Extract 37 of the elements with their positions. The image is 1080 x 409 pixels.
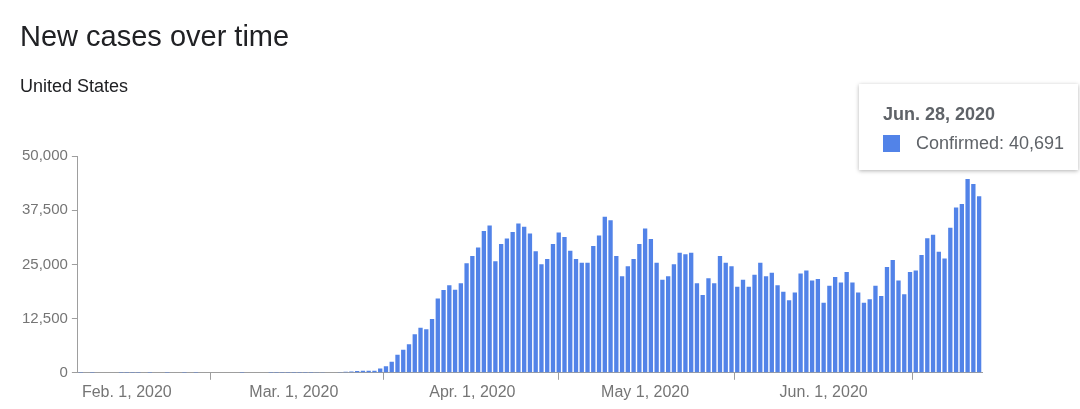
x-tick-label: Jun. 1, 2020 xyxy=(779,382,868,400)
text: 40,691 xyxy=(1008,133,1064,153)
bar xyxy=(504,238,510,373)
bar xyxy=(786,300,792,373)
bar xyxy=(596,235,602,373)
chart-title: New cases over time xyxy=(20,20,290,53)
bar xyxy=(619,276,625,373)
y-tick-label: 0 xyxy=(59,362,68,380)
bar xyxy=(527,233,533,373)
bar xyxy=(429,318,435,373)
bar xyxy=(383,366,389,373)
bar xyxy=(930,234,936,373)
y-tick-label: 50,000 xyxy=(21,146,68,164)
bar xyxy=(573,258,579,373)
y-tick-label: 37,500 xyxy=(21,200,68,218)
chart-subtitle: United States xyxy=(20,76,129,97)
x-tick-label: Mar. 1, 2020 xyxy=(249,382,339,400)
bar xyxy=(452,289,458,373)
x-tick-label: Apr. 1, 2020 xyxy=(429,382,516,400)
bar xyxy=(740,279,746,373)
bar xyxy=(838,282,844,373)
x-tick-label: May 1, 2020 xyxy=(601,382,690,400)
bar xyxy=(763,276,769,373)
legend-label: Confirmed: xyxy=(915,133,1004,154)
bar xyxy=(884,267,890,373)
bar xyxy=(671,264,677,373)
bar xyxy=(406,344,412,373)
bar xyxy=(953,207,959,373)
bar xyxy=(861,302,867,373)
bar xyxy=(694,283,700,373)
y-tick-label: 25,000 xyxy=(21,254,68,272)
x-tick-label: Feb. 1, 2020 xyxy=(81,382,172,400)
y-tick-label: 12,500 xyxy=(21,308,68,326)
bar xyxy=(907,272,913,373)
bar xyxy=(550,243,556,373)
bar xyxy=(717,255,723,373)
legend-title: Jun. 28, 2020 xyxy=(882,104,996,125)
